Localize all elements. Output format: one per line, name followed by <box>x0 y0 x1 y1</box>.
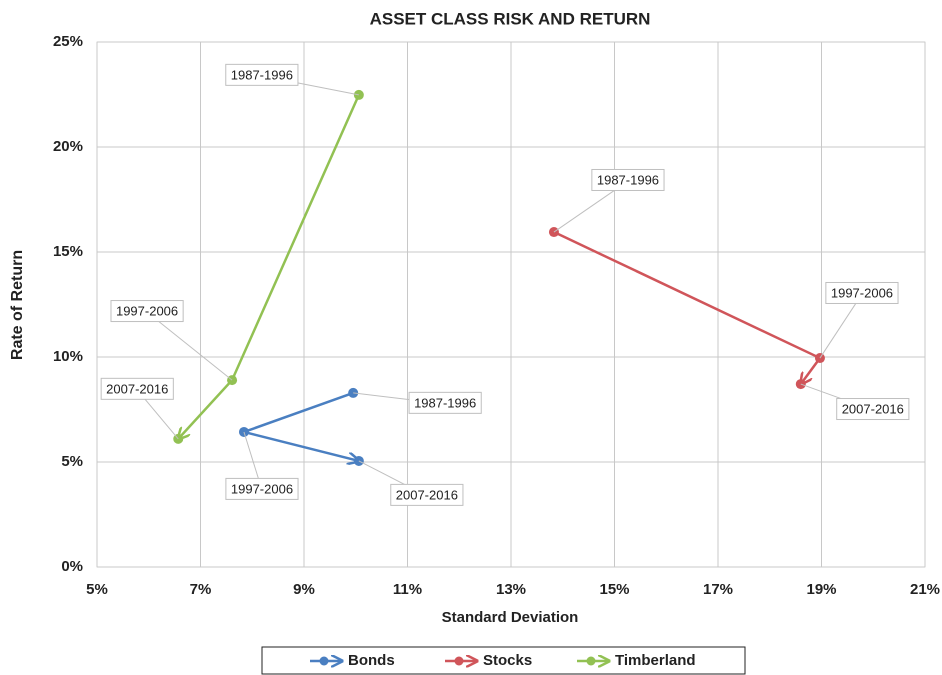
point-label: 2007-2016 <box>842 402 904 417</box>
legend-marker <box>454 656 464 666</box>
x-tick-label: 9% <box>293 581 315 598</box>
x-tick-label: 11% <box>393 581 422 598</box>
x-axis-title: Standard Deviation <box>442 609 579 626</box>
label-box <box>408 391 482 414</box>
x-tick-label: 7% <box>190 581 212 598</box>
legend-marker <box>319 656 329 666</box>
point-label: 1987-1996 <box>414 395 476 410</box>
x-tick-label: 19% <box>806 581 836 598</box>
point-label: 1997-2006 <box>116 304 178 319</box>
legend-label: Bonds <box>348 652 395 669</box>
label-box <box>225 63 299 86</box>
legend-label: Stocks <box>483 652 532 669</box>
y-tick-label: 15% <box>53 243 83 260</box>
y-tick-label: 10% <box>53 348 83 365</box>
y-tick-label: 20% <box>53 138 83 155</box>
label-box <box>836 398 910 421</box>
y-tick-label: 5% <box>61 453 83 470</box>
label-box <box>225 477 299 500</box>
x-tick-label: 5% <box>86 581 108 598</box>
x-tick-label: 15% <box>599 581 629 598</box>
label-box <box>591 168 665 191</box>
x-tick-label: 17% <box>703 581 733 598</box>
y-tick-label: 0% <box>61 558 83 575</box>
point-label: 2007-2016 <box>106 381 168 396</box>
point-label: 1997-2006 <box>231 481 293 496</box>
legend-marker <box>586 656 596 666</box>
point-label: 1997-2006 <box>831 285 893 300</box>
label-leader <box>819 293 863 359</box>
label-box <box>100 377 174 400</box>
y-axis-title: Rate of Return <box>9 250 26 360</box>
label-leader <box>146 311 233 381</box>
series-line <box>239 391 359 461</box>
legend-box <box>261 646 746 675</box>
series-line <box>553 230 822 384</box>
y-tick-label: 25% <box>53 33 83 50</box>
point-label: 2007-2016 <box>396 487 458 502</box>
label-box <box>110 300 184 323</box>
label-box <box>390 483 464 506</box>
point-label: 1987-1996 <box>231 67 293 82</box>
point-label: 1987-1996 <box>597 172 659 187</box>
legend-label: Timberland <box>615 652 696 669</box>
chart-title: ASSET CLASS RISK AND RETURN <box>370 9 651 28</box>
x-tick-label: 13% <box>496 581 526 598</box>
x-tick-label: 21% <box>910 581 940 598</box>
label-box <box>825 281 899 304</box>
